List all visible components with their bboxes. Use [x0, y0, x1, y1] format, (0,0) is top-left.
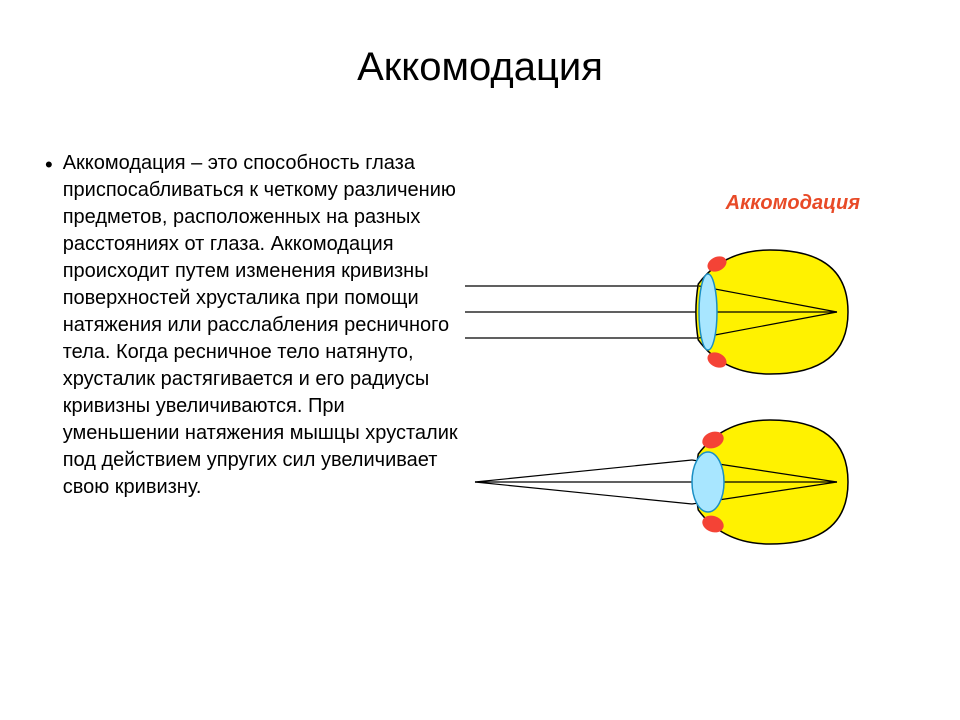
diagram-column: Аккомодация	[465, 110, 960, 501]
diagram-label: Аккомодация	[726, 192, 860, 215]
definition-row: • Аккомодация – это способность глаза пр…	[45, 150, 465, 501]
content-area: • Аккомодация – это способность глаза пр…	[0, 110, 960, 501]
definition-text: Аккомодация – это способность глаза прис…	[63, 150, 465, 501]
eye-diagram-near	[465, 410, 865, 555]
text-column: • Аккомодация – это способность глаза пр…	[45, 110, 465, 501]
bullet-icon: •	[45, 154, 53, 176]
eye-diagram-far	[465, 240, 865, 385]
page-title: Аккомодация	[0, 0, 960, 110]
